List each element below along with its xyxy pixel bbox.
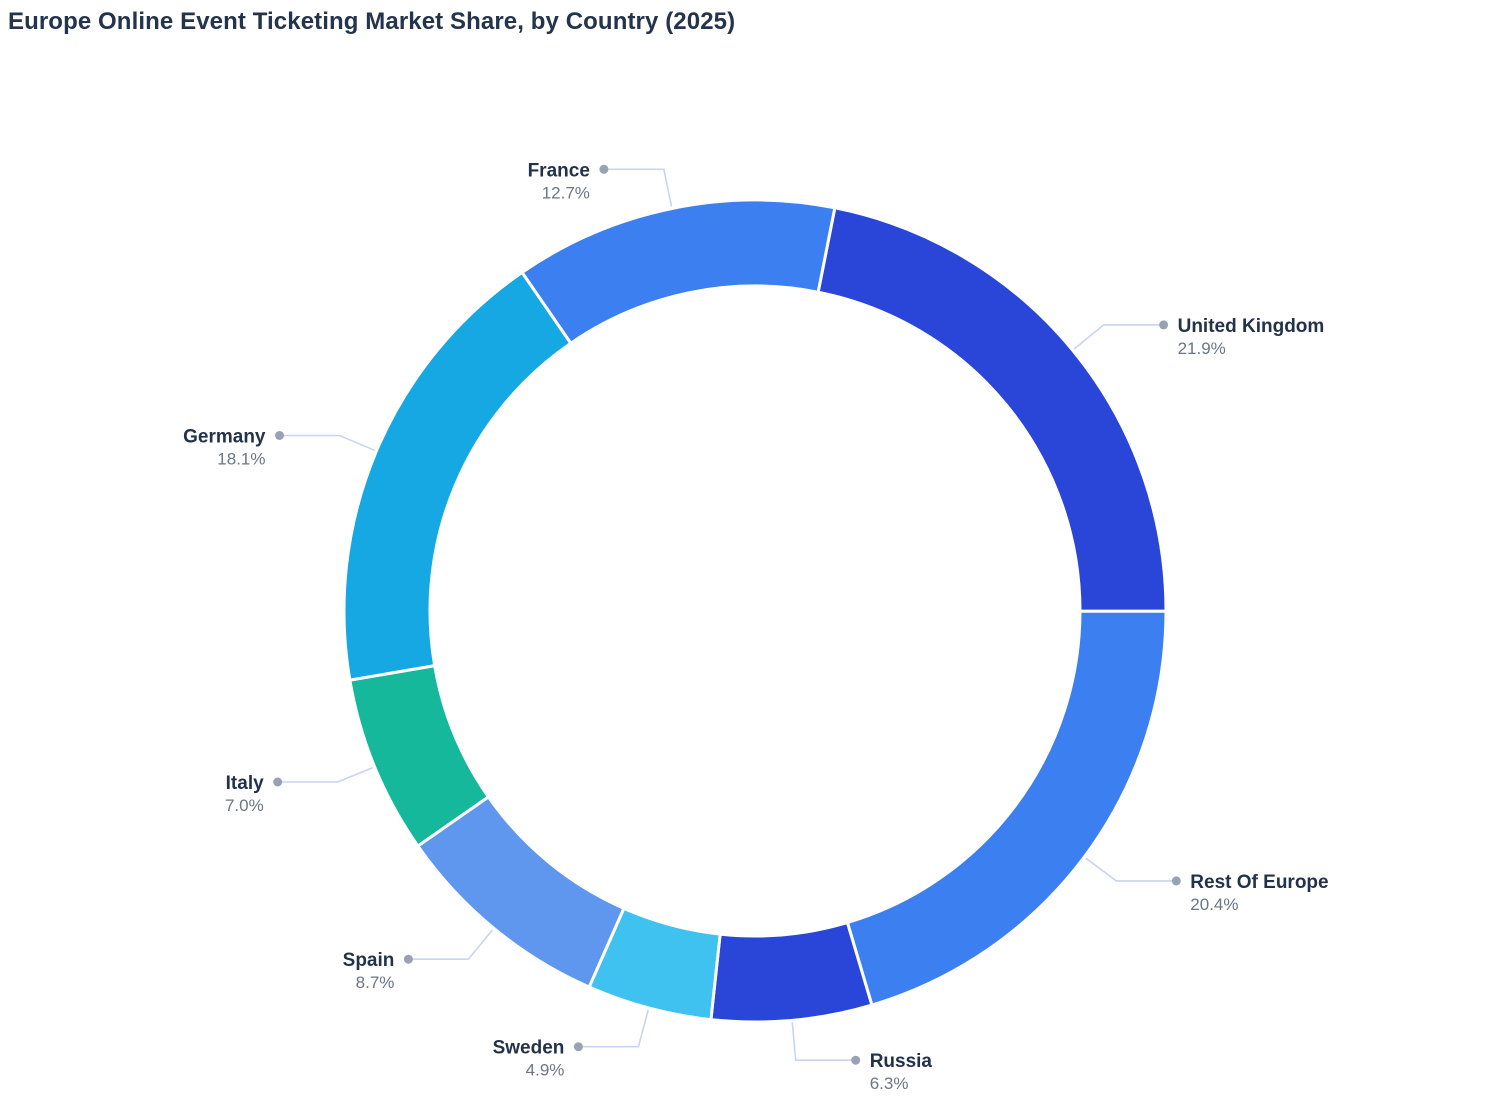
label-rest-of-europe: Rest Of Europe [1190,872,1328,893]
leader-line-russia [791,1022,856,1061]
label-dot-rest-of-europe [1171,876,1181,886]
leader-line-spain [408,929,494,961]
segment-rest-of-europe[interactable] [845,609,1168,1007]
label-pct-germany: 18.1% [217,450,265,469]
leader-line-italy [277,766,374,783]
label-pct-france: 12.7% [542,183,590,202]
label-pct-sweden: 4.9% [526,1061,565,1080]
label-dot-sweden [573,1042,583,1052]
leader-line-france [603,168,673,207]
label-pct-united-kingdom: 21.9% [1178,339,1226,358]
segment-united-kingdom[interactable] [816,206,1168,613]
label-dot-russia [851,1055,861,1065]
label-dot-united-kingdom [1159,320,1169,330]
label-sweden: Sweden [493,1038,565,1059]
leader-line-sweden [578,1009,649,1048]
leader-line-germany [279,434,375,452]
label-pct-spain: 8.7% [356,973,395,992]
label-france: France [528,160,590,181]
label-pct-russia: 6.3% [870,1074,909,1093]
label-dot-italy [273,777,283,787]
label-united-kingdom: United Kingdom [1178,316,1325,337]
leader-line-rest-of-europe [1085,857,1177,882]
label-pct-rest-of-europe: 20.4% [1190,895,1238,914]
segment-russia[interactable] [709,921,874,1024]
label-germany: Germany [183,427,266,448]
label-dot-germany [275,431,284,440]
segment-france[interactable] [520,198,837,345]
label-dot-france [599,164,609,174]
chart-title: Europe Online Event Ticketing Market Sha… [8,8,736,35]
label-italy: Italy [226,773,264,794]
label-dot-spain [403,954,413,964]
label-spain: Spain [343,950,395,971]
leader-line-united-kingdom [1073,324,1164,350]
label-russia: Russia [870,1051,933,1072]
label-pct-italy: 7.0% [225,796,264,815]
segment-germany[interactable] [342,270,573,682]
